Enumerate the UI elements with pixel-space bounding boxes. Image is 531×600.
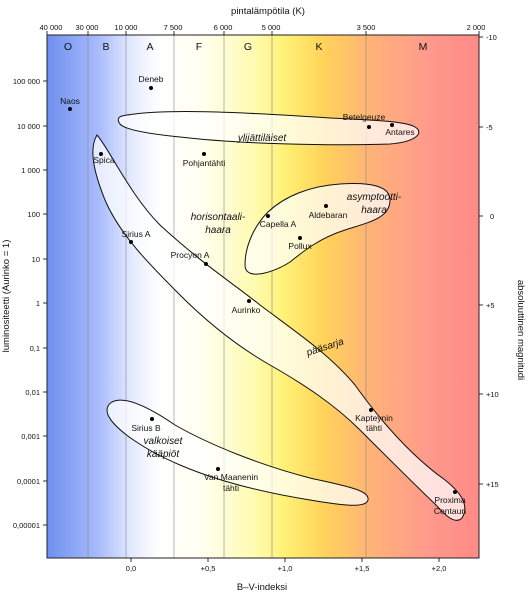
star-procyon	[204, 262, 208, 266]
star-sirius-b	[150, 417, 154, 421]
left-tick-label: 10 000	[17, 122, 40, 131]
van-maanen-label-1: Van Maanenin	[204, 472, 258, 482]
top-tick-label: 6 000	[214, 23, 233, 32]
right-tick-label: +15	[486, 480, 499, 489]
star-naos	[68, 107, 72, 111]
star-van-maanen	[216, 467, 220, 471]
star-sirius-a	[129, 240, 133, 244]
pollux-label: Pollux	[288, 241, 312, 251]
top-tick-label: 2 000	[467, 23, 486, 32]
plot-frame	[46, 34, 480, 559]
star-betelgeuze	[367, 125, 371, 129]
bottom-axis-title: B–V-indeksi	[237, 582, 287, 593]
white-dwarfs-region	[106, 399, 369, 506]
right-tick-label: -10	[486, 33, 497, 42]
asymptotic-branch-label-1: asymptootti-	[347, 192, 402, 203]
sirius-b-label: Sirius B	[131, 423, 161, 433]
spica-label: Spica	[93, 155, 115, 165]
star-capella	[266, 214, 270, 218]
left-tick-label: 100	[27, 210, 40, 219]
star-spica	[99, 152, 103, 156]
left-tick-label: 1 000	[21, 166, 40, 175]
right-tick-label: -5	[486, 123, 493, 132]
class-o-label: O	[64, 41, 72, 53]
pohjantahti-label: Pohjantähti	[183, 158, 226, 168]
horizontal-branch-label-1: horisontaali-	[191, 212, 246, 223]
star-aldebaran	[324, 204, 328, 208]
proxima-label-2: Centauri	[434, 506, 466, 516]
antares-label: Antares	[385, 127, 414, 137]
class-m-label: M	[419, 41, 428, 53]
proxima-label-1: Proxima	[434, 495, 465, 505]
class-a-label: A	[146, 41, 153, 53]
kapteyn-label-1: Kapteynin	[355, 413, 393, 423]
left-tick-label: 100 000	[13, 77, 40, 86]
left-axis-title: luminositeetti (Aurinko = 1)	[1, 240, 12, 353]
left-tick-label: 0,001	[21, 432, 40, 441]
right-axis-ticks: -10 -5 0 +5 +10 +15	[479, 33, 499, 489]
white-dwarfs-label-1: valkoiset	[144, 436, 184, 447]
bottom-tick-label: 0,0	[126, 564, 136, 573]
supergiants-label: ylijättiläiset	[237, 133, 288, 144]
left-axis-ticks: 100 000 10 000 1 000 100 10 1 0,1 0,01 0…	[13, 77, 47, 530]
van-maanen-label-2: tähti	[223, 483, 239, 493]
left-tick-label: 1	[36, 299, 40, 308]
left-tick-label: 0,01	[25, 388, 40, 397]
naos-label: Naos	[60, 96, 80, 106]
class-g-label: G	[244, 41, 252, 53]
right-axis-title: absoluuttinen magnitudi	[515, 280, 526, 380]
class-b-label: B	[102, 41, 109, 53]
top-tick-label: 3 500	[357, 23, 376, 32]
star-kapteyn	[369, 408, 373, 412]
bottom-tick-label: +2,0	[432, 564, 447, 573]
procyon-label: Procyon A	[171, 250, 210, 260]
star-aurinko	[247, 299, 251, 303]
bottom-axis-ticks: 0,0 +0,5 +1,0 +1,5 +2,0	[126, 558, 447, 573]
sirius-a-label: Sirius A	[122, 229, 151, 239]
star-pollux	[298, 236, 302, 240]
aurinko-label: Aurinko	[232, 305, 261, 315]
bottom-tick-label: +1,5	[355, 564, 370, 573]
bottom-tick-label: +1,0	[278, 564, 293, 573]
left-tick-label: 0,00001	[13, 521, 40, 530]
left-tick-label: 0,0001	[17, 477, 40, 486]
star-antares	[390, 123, 394, 127]
left-tick-label: 0,1	[30, 344, 40, 353]
star-pohjantahti	[202, 152, 206, 156]
class-k-label: K	[315, 41, 322, 53]
star-proxima	[453, 490, 457, 494]
right-tick-label: +5	[486, 301, 495, 310]
top-tick-label: 5 000	[262, 23, 281, 32]
horizontal-giant-region	[244, 183, 391, 275]
white-dwarfs-label-2: kääpiöt	[147, 449, 180, 460]
asymptotic-branch-label-2: haara	[361, 205, 387, 216]
betelgeuze-label: Betelgeuze	[343, 112, 386, 122]
top-axis-title: pintalämpötila (K)	[231, 6, 305, 17]
deneb-label: Deneb	[138, 74, 163, 84]
main-sequence-region	[92, 134, 466, 521]
aldebaran-label: Aldebaran	[309, 210, 348, 220]
class-f-label: F	[196, 41, 202, 53]
top-tick-label: 30 000	[76, 23, 99, 32]
right-tick-label: 0	[490, 212, 494, 221]
left-tick-label: 10	[32, 255, 40, 264]
bottom-tick-label: +0,5	[201, 564, 216, 573]
top-tick-label: 10 000	[115, 23, 138, 32]
right-tick-label: +10	[486, 390, 499, 399]
supergiants-region	[117, 111, 420, 146]
top-tick-label: 40 000	[40, 23, 63, 32]
top-tick-label: 7 500	[164, 23, 183, 32]
horizontal-branch-label-2: haara	[205, 225, 231, 236]
capella-label: Capella A	[260, 219, 297, 229]
kapteyn-label-2: tähti	[366, 423, 382, 433]
star-markers	[68, 86, 457, 494]
star-deneb	[149, 86, 153, 90]
top-axis-ticks: 40 000 30 000 10 000 7 500 6 000 5 000 3…	[40, 23, 486, 35]
spectral-class-labels: O B A F G K M	[64, 41, 427, 53]
